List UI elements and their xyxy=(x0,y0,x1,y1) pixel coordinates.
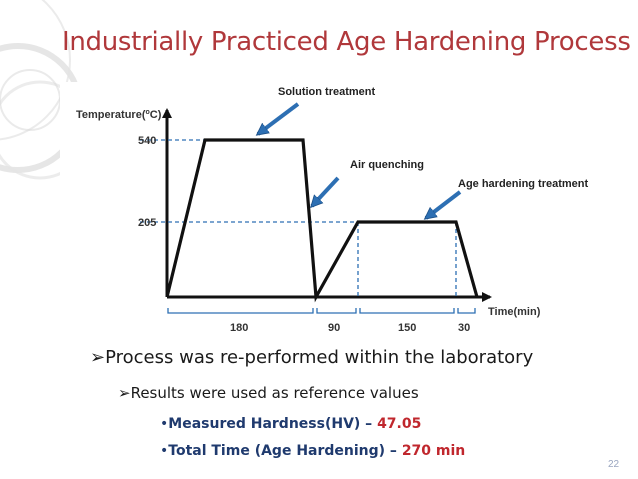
x-axis-label: Time(min) xyxy=(488,306,541,318)
slide-title: Industrially Practiced Age Hardening Pro… xyxy=(62,27,631,57)
hardness-bullet: •Measured Hardness(HV) – 47.05 xyxy=(160,416,422,432)
bullet-dot-icon: • xyxy=(160,443,169,459)
age-hardening-label: Age hardening treatment xyxy=(458,178,589,190)
tick-540: 540 xyxy=(138,135,156,147)
heat-treatment-diagram: 540 205 Temperature(oC) Time(min) 180 90… xyxy=(60,82,620,344)
hardness-value: 47.05 xyxy=(377,416,422,432)
tick-205: 205 xyxy=(138,217,156,229)
y-axis-label: Temperature(oC) xyxy=(76,109,162,121)
sub-bullet: ➢Results were used as reference values xyxy=(118,384,419,402)
duration-150: 150 xyxy=(398,322,416,334)
solution-treatment-arrow xyxy=(258,102,300,134)
main-bullet: ➢Process was re-performed within the lab… xyxy=(90,347,534,368)
total-time-value: 270 min xyxy=(401,443,466,459)
duration-30: 30 xyxy=(458,322,470,334)
duration-brackets xyxy=(167,308,476,314)
bullet-arrow-icon: ➢ xyxy=(118,384,131,402)
air-quenching-label: Air quenching xyxy=(350,159,424,171)
solution-treatment-label: Solution treatment xyxy=(278,86,376,98)
age-hardening-arrow xyxy=(426,190,462,218)
air-quenching-arrow xyxy=(312,176,340,206)
duration-180: 180 xyxy=(230,322,248,334)
diagram-svg: 540 205 Temperature(oC) Time(min) 180 90… xyxy=(76,86,589,334)
duration-90: 90 xyxy=(328,322,340,334)
page-number: 22 xyxy=(608,459,620,470)
process-curve xyxy=(165,138,479,303)
bullet-dot-icon: • xyxy=(160,416,169,432)
total-time-bullet: •Total Time (Age Hardening) – 270 min xyxy=(160,443,466,459)
bullet-arrow-icon: ➢ xyxy=(90,347,106,368)
